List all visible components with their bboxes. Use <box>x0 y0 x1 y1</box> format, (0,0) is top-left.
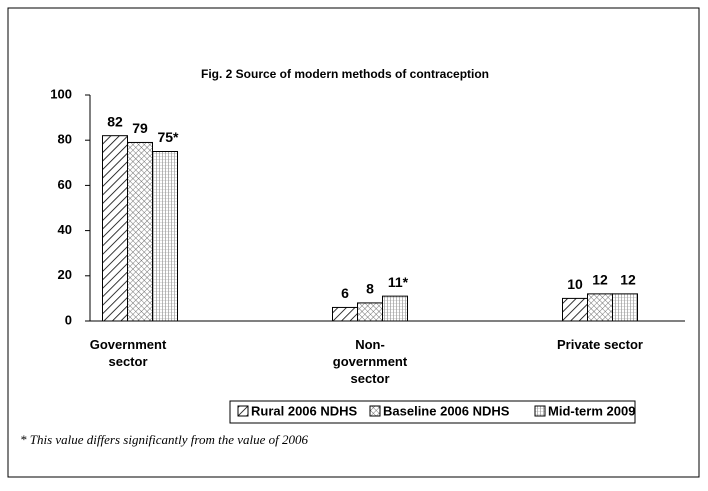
y-tick-label: 60 <box>58 177 72 192</box>
legend-label: Baseline 2006 NDHS <box>383 403 510 418</box>
data-label: 79 <box>132 120 148 136</box>
legend-box <box>229 400 636 424</box>
bar <box>612 293 638 322</box>
legend-swatch <box>534 405 546 417</box>
bar <box>102 135 128 322</box>
legend-label: Mid-term 2009 <box>548 403 635 418</box>
bar <box>382 295 408 322</box>
y-tick-label: 0 <box>65 312 72 327</box>
data-label: 12 <box>620 272 636 288</box>
data-label: 12 <box>592 272 608 288</box>
frame <box>7 7 700 478</box>
bar <box>127 141 153 322</box>
data-label: 75* <box>157 129 179 145</box>
data-label: 10 <box>567 276 583 292</box>
y-tick-label: 100 <box>50 86 72 101</box>
footnote: * This value differs significantly from … <box>20 432 309 447</box>
data-label: 6 <box>341 285 349 301</box>
bar <box>152 151 178 322</box>
data-label: 8 <box>366 281 374 297</box>
y-tick-label: 40 <box>58 222 72 237</box>
bar <box>357 302 383 322</box>
bar <box>587 293 613 322</box>
y-tick-label: 80 <box>58 132 72 147</box>
bar <box>562 297 588 322</box>
chart-title: Fig. 2 Source of modern methods of contr… <box>201 67 489 81</box>
data-label: 11* <box>388 274 409 290</box>
data-label: 82 <box>107 113 123 129</box>
legend-label: Rural 2006 NDHS <box>251 403 358 418</box>
legend-swatch <box>369 405 381 417</box>
legend-swatch <box>237 405 249 417</box>
y-tick-label: 20 <box>58 267 72 282</box>
x-tick-label: Government sector <box>90 337 167 369</box>
x-tick-label: Non-government sector <box>333 337 408 386</box>
x-tick-label: Private sector <box>557 337 643 352</box>
bar <box>332 306 358 322</box>
